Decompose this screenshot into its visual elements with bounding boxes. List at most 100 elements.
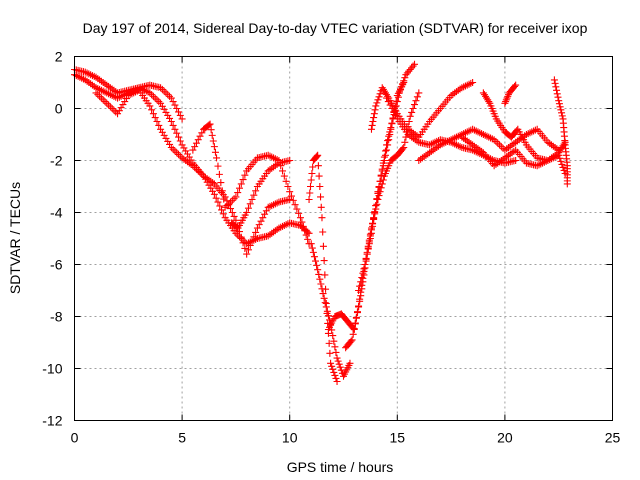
- data-point-interp: [383, 146, 391, 154]
- data-point-interp: [374, 96, 382, 104]
- data-point-interp: [370, 215, 378, 223]
- data-point-interp: [293, 205, 301, 213]
- data-point-interp: [228, 196, 236, 204]
- data-point-interp: [312, 257, 320, 265]
- data-point-interp: [511, 82, 519, 90]
- y-tick-label: -2: [50, 153, 63, 169]
- data-point-interp: [399, 145, 407, 153]
- data-point: [415, 89, 423, 97]
- data-point-interp: [356, 282, 364, 290]
- data-point-interp: [381, 151, 389, 159]
- data-point: [286, 188, 294, 196]
- data-point-interp: [166, 140, 174, 148]
- data-point-interp: [196, 169, 204, 177]
- data-point: [206, 120, 214, 128]
- data-point-interp: [504, 92, 512, 100]
- data-point-interp: [171, 147, 179, 155]
- data-point-interp: [309, 248, 317, 256]
- data-point-interp: [117, 104, 125, 112]
- data-point-interp: [372, 202, 380, 210]
- data-point-interp: [162, 89, 170, 97]
- data-point: [372, 102, 380, 110]
- data-point-interp: [405, 118, 413, 125]
- data-point: [167, 144, 175, 151]
- data-point-interp: [335, 360, 343, 368]
- data-point-interp: [230, 195, 238, 203]
- data-point-interp: [169, 98, 177, 106]
- data-point-interp: [413, 93, 421, 101]
- data-point-interp: [332, 348, 340, 356]
- data-point-interp: [308, 244, 316, 252]
- data-point-interp: [332, 374, 340, 382]
- data-point-interp: [207, 126, 215, 134]
- grid-lines: [74, 56, 613, 421]
- data-point-interp: [205, 121, 213, 129]
- data-point-interp: [392, 97, 400, 105]
- data-point-interp: [223, 202, 231, 210]
- x-tick-label: 25: [605, 430, 621, 446]
- data-point: [333, 378, 341, 385]
- data-point-interp: [325, 339, 333, 347]
- data-point-interp: [379, 176, 387, 184]
- data-point-interp: [560, 140, 568, 148]
- data-point-interp: [554, 93, 562, 101]
- data-point: [114, 110, 122, 118]
- series-track-h: [324, 60, 419, 333]
- data-point-interp: [291, 201, 299, 209]
- data-point-interp: [321, 299, 329, 307]
- data-point-interp: [176, 111, 184, 119]
- data-point-interp: [317, 203, 325, 211]
- data-point-interp: [166, 114, 174, 122]
- data-point-interp: [557, 106, 565, 114]
- data-point-interp: [149, 110, 157, 118]
- data-point: [253, 224, 261, 232]
- data-point-interp: [169, 145, 177, 153]
- data-point: [243, 250, 251, 258]
- data-point-interp: [121, 98, 129, 106]
- data-point-interp: [309, 163, 317, 171]
- data-point-interp: [151, 94, 159, 102]
- data-point-interp: [301, 227, 309, 235]
- data-point-interp: [105, 101, 113, 109]
- data-point-interp: [112, 108, 120, 116]
- data-point-interp: [373, 99, 381, 107]
- data-point-interp: [384, 141, 392, 149]
- data-point-interp: [225, 200, 233, 208]
- y-tick-label: -4: [50, 205, 63, 221]
- data-point-interp: [212, 194, 220, 202]
- data-point-interp: [228, 209, 236, 216]
- chart-title: Day 197 of 2014, Sidereal Day-to-day VTE…: [83, 20, 588, 36]
- data-point-interp: [379, 162, 387, 170]
- data-point-interp: [370, 110, 378, 118]
- data-point-interp: [235, 228, 243, 236]
- data-point-interp: [115, 107, 123, 115]
- data-point-interp: [173, 129, 181, 137]
- data-point-interp: [259, 214, 267, 222]
- data-point: [320, 294, 328, 302]
- data-point-interp: [551, 79, 559, 87]
- data-point-interp: [356, 295, 364, 303]
- data-point-interp: [230, 212, 238, 220]
- data-point-interp: [164, 91, 172, 99]
- series-track-l: [383, 94, 520, 167]
- data-point-interp: [558, 160, 566, 168]
- data-point-interp: [375, 93, 383, 101]
- data-point-interp: [153, 118, 161, 125]
- data-point: [367, 229, 375, 237]
- data-point-interp: [237, 180, 245, 188]
- data-point-interp: [241, 244, 249, 252]
- data-point-interp: [237, 233, 245, 241]
- data-point-interp: [386, 131, 394, 138]
- data-point-interp: [384, 98, 392, 106]
- data-point-interp: [368, 121, 376, 129]
- data-point-interp: [560, 166, 568, 174]
- data-point-interp: [363, 250, 371, 258]
- data-point-interp: [280, 172, 288, 180]
- data-point-interp: [160, 105, 168, 113]
- data-point-interp: [326, 349, 334, 357]
- data-point-interp: [171, 125, 179, 133]
- data-point-interp: [360, 265, 368, 273]
- series-track-o: [479, 89, 569, 164]
- y-tick-label: -6: [50, 257, 63, 273]
- x-tick-label: 0: [71, 430, 79, 446]
